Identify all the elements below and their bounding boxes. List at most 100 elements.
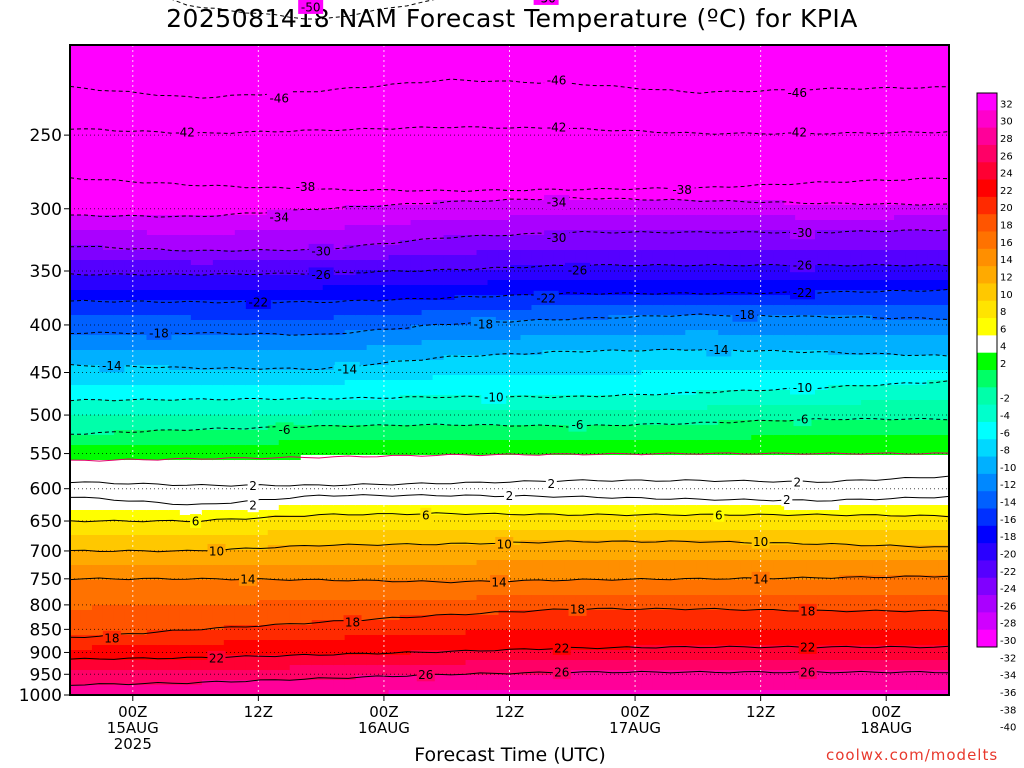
field-cell: [509, 560, 522, 581]
field-cell: [366, 300, 379, 316]
field-cell: [806, 670, 818, 691]
field-cell: [520, 235, 533, 251]
field-cell: [597, 580, 609, 596]
field-cell: [245, 385, 258, 401]
field-cell: [586, 540, 598, 561]
field-cell: [388, 400, 401, 411]
field-cell: [806, 250, 818, 266]
field-cell: [289, 505, 302, 516]
field-cell: [828, 660, 840, 671]
field-cell: [91, 660, 104, 671]
field-cell: [146, 315, 159, 336]
field-cell: [421, 270, 434, 286]
field-cell: [289, 425, 302, 441]
field-cell: [245, 550, 258, 566]
field-cell: [740, 45, 752, 201]
field-cell: [839, 305, 851, 316]
field-cell: [564, 395, 577, 411]
field-cell: [850, 205, 862, 221]
field-cell: [619, 230, 631, 251]
contour-label-bg: [416, 667, 435, 682]
colorbar-label: 2: [1000, 359, 1006, 370]
field-cell: [124, 415, 137, 431]
field-cell: [146, 605, 159, 631]
field-cell: [454, 295, 467, 311]
field-cell: [70, 415, 82, 436]
field-cell: [80, 535, 93, 551]
field-cell: [432, 300, 445, 311]
field-cell: [377, 530, 390, 546]
field-cell: [586, 200, 598, 216]
field-cell: [608, 265, 620, 281]
field-cell: [509, 265, 522, 281]
field-cell: [355, 285, 368, 301]
field-cell: [729, 670, 741, 691]
field-cell: [300, 515, 313, 531]
field-cell: [696, 250, 708, 266]
field-cell: [894, 505, 906, 516]
field-cell: [476, 660, 489, 676]
field-cell: [476, 375, 489, 396]
contour-label-text: 14: [240, 572, 255, 586]
field-cell: [388, 545, 401, 566]
field-cell: [773, 560, 785, 581]
field-cell: [432, 425, 445, 441]
field-cell: [432, 615, 445, 636]
contour-label: -22: [245, 295, 271, 310]
y-tick-label: 800: [30, 596, 62, 616]
field-cell: [740, 530, 752, 546]
field-cell: [531, 335, 544, 356]
field-cell: [531, 355, 544, 376]
field-cell: [454, 340, 467, 356]
field-cell: [256, 655, 269, 671]
field-cell: [784, 610, 796, 631]
contour-label-bg: [334, 361, 360, 376]
field-cell: [410, 205, 423, 221]
field-cell: [476, 560, 489, 581]
field-cell: [432, 650, 445, 666]
field-cell: [850, 265, 862, 281]
field-cell: [289, 665, 302, 681]
field-cell: [366, 285, 379, 301]
field-cell: [795, 630, 807, 646]
contour-label: -6: [793, 412, 812, 427]
field-cell: [113, 315, 126, 336]
field-cell: [234, 290, 247, 301]
field-cell: [674, 335, 686, 351]
field-cell: [872, 400, 884, 421]
field-cell: [80, 565, 93, 581]
field-cell: [267, 335, 280, 351]
field-cell: [212, 370, 225, 386]
field-cell: [410, 690, 423, 696]
field-cell: [157, 460, 170, 511]
field-cell: [773, 595, 785, 611]
field-cell: [927, 610, 939, 631]
field-cell: [300, 400, 313, 416]
field-cell: [465, 200, 478, 221]
field-cell: [883, 45, 895, 206]
field-cell: [553, 375, 566, 396]
field-cell: [784, 295, 796, 306]
field-cell: [751, 200, 763, 216]
field-cell: [575, 335, 588, 351]
field-cell: [223, 655, 236, 671]
field-cell: [817, 370, 829, 391]
field-cell: [168, 400, 181, 416]
field-cell: [806, 315, 818, 336]
field-cell: [234, 400, 247, 416]
colorbar-label: -4: [1000, 411, 1010, 422]
field-cell: [91, 510, 104, 521]
field-cell: [113, 685, 126, 696]
field-cell: [828, 630, 840, 646]
field-cell: [80, 670, 93, 686]
field-cell: [410, 635, 423, 651]
field-cell: [685, 425, 697, 441]
field-cell: [773, 250, 785, 266]
field-cell: [487, 560, 500, 581]
field-cell: [190, 335, 203, 351]
field-cell: [410, 300, 423, 316]
field-cell: [784, 455, 796, 511]
contour-label: -10: [790, 380, 815, 395]
field-cell: [421, 220, 434, 241]
field-cell: [927, 575, 939, 596]
